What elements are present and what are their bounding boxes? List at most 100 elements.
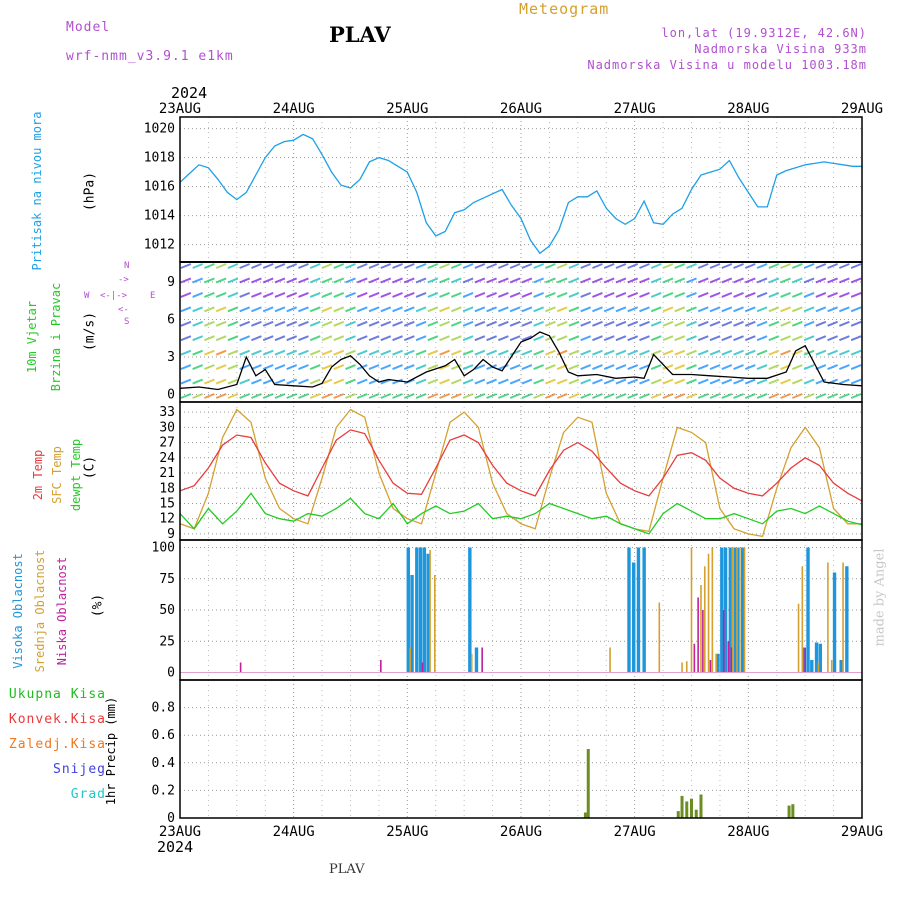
wind-barb — [768, 306, 780, 313]
wind-barb — [450, 378, 462, 385]
wind-barb — [815, 335, 827, 342]
wind-barb — [686, 393, 697, 399]
wind-barb — [533, 306, 545, 313]
wind-barb — [368, 393, 380, 399]
wind-barb — [650, 364, 662, 371]
wind-barb — [709, 349, 721, 356]
wind-barb — [180, 393, 192, 399]
wind-barb — [756, 320, 768, 327]
model-label: Model — [66, 20, 111, 35]
wind-barb — [474, 306, 486, 313]
low-cloud-bar — [804, 647, 806, 673]
wind-barb — [474, 378, 486, 385]
wind-barb — [639, 335, 650, 342]
y-tick-label: 6 — [167, 313, 175, 328]
wind-barb — [592, 393, 603, 399]
wind-barb — [450, 335, 462, 342]
date-tick-bottom: 23AUG — [159, 824, 201, 840]
wind-barb — [321, 306, 333, 313]
wind-barb — [791, 277, 803, 284]
wind-barb — [380, 393, 392, 399]
wind-barb — [227, 349, 239, 356]
wind-barb — [791, 306, 803, 313]
wind-barb — [662, 378, 674, 385]
wind-barb — [768, 320, 780, 327]
wind-barb — [768, 393, 780, 399]
wind-barb — [392, 291, 403, 298]
wind-barb — [509, 378, 521, 385]
wind-barb — [697, 393, 709, 399]
wind-barb — [497, 364, 509, 371]
wind-barb — [545, 364, 556, 371]
wind-barb — [439, 378, 450, 385]
mid-cloud-bar — [830, 660, 833, 673]
precip-bar — [685, 801, 689, 818]
wind-barb — [521, 320, 533, 327]
wind-barb — [251, 277, 262, 284]
wind-barb — [650, 320, 662, 327]
wind-barb — [356, 306, 368, 313]
wind-barb — [580, 349, 592, 356]
y-tick-label: 12 — [159, 512, 175, 527]
wind-barb — [439, 320, 450, 327]
y-tick-label: 18 — [159, 481, 175, 496]
wind-barb — [439, 263, 450, 269]
wind-barb — [509, 364, 521, 371]
wind-barb — [568, 335, 580, 342]
wind-barb — [674, 378, 686, 385]
y-tick-label: 1020 — [144, 122, 175, 137]
y-tick-label: 0 — [167, 666, 175, 681]
wind-barb — [356, 349, 368, 356]
wind-barb — [392, 263, 403, 269]
year-bottom: 2024 — [157, 838, 194, 856]
wind-barb — [827, 277, 838, 284]
wind-barb — [450, 306, 462, 313]
wind-barb — [545, 378, 556, 385]
wind-barb — [215, 378, 227, 385]
wind-barb — [368, 277, 380, 284]
wind-barb — [321, 277, 333, 284]
wind-barb — [721, 277, 733, 284]
wind-barb — [733, 378, 744, 385]
wind-barb — [827, 320, 838, 327]
wind-barb — [650, 263, 662, 269]
wind-barb — [497, 263, 509, 269]
wind-barb — [321, 263, 333, 269]
wind-barb — [639, 393, 650, 399]
wind-barb — [709, 364, 721, 371]
wind-barb — [450, 364, 462, 371]
mid-cloud-bar — [409, 647, 411, 673]
wind-barb — [403, 291, 415, 298]
wind-barb — [333, 335, 345, 342]
wind-barb — [298, 364, 309, 371]
wind-barb — [309, 349, 321, 356]
wind-barb — [803, 277, 815, 284]
wind-barb — [415, 277, 427, 284]
wind-barb — [486, 291, 497, 298]
wind-barb — [356, 393, 368, 399]
high-cloud-bar — [810, 660, 814, 673]
wind-barb — [356, 291, 368, 298]
wind-barb — [733, 364, 744, 371]
high-cloud-bar — [627, 547, 631, 673]
wind-barb — [615, 364, 627, 371]
wind-barb — [180, 306, 192, 313]
mid-cloud-bar — [801, 566, 804, 673]
wind-barb — [298, 335, 309, 342]
wind-barb — [592, 349, 603, 356]
y-tick-label: 3 — [167, 350, 175, 365]
wind-barb — [674, 306, 686, 313]
wind-barb — [450, 263, 462, 269]
wind-barb — [697, 306, 709, 313]
wind-barb — [239, 378, 251, 385]
wind-barb — [286, 364, 298, 371]
wind-barb — [650, 291, 662, 298]
wind-barb — [603, 364, 615, 371]
wind-barb — [309, 263, 321, 269]
wind-barb — [568, 277, 580, 284]
wind-barb — [380, 364, 392, 371]
wind-barb — [356, 263, 368, 269]
wind-barb — [568, 393, 580, 399]
wind-barb — [592, 320, 603, 327]
high-cloud-bar — [733, 547, 737, 673]
